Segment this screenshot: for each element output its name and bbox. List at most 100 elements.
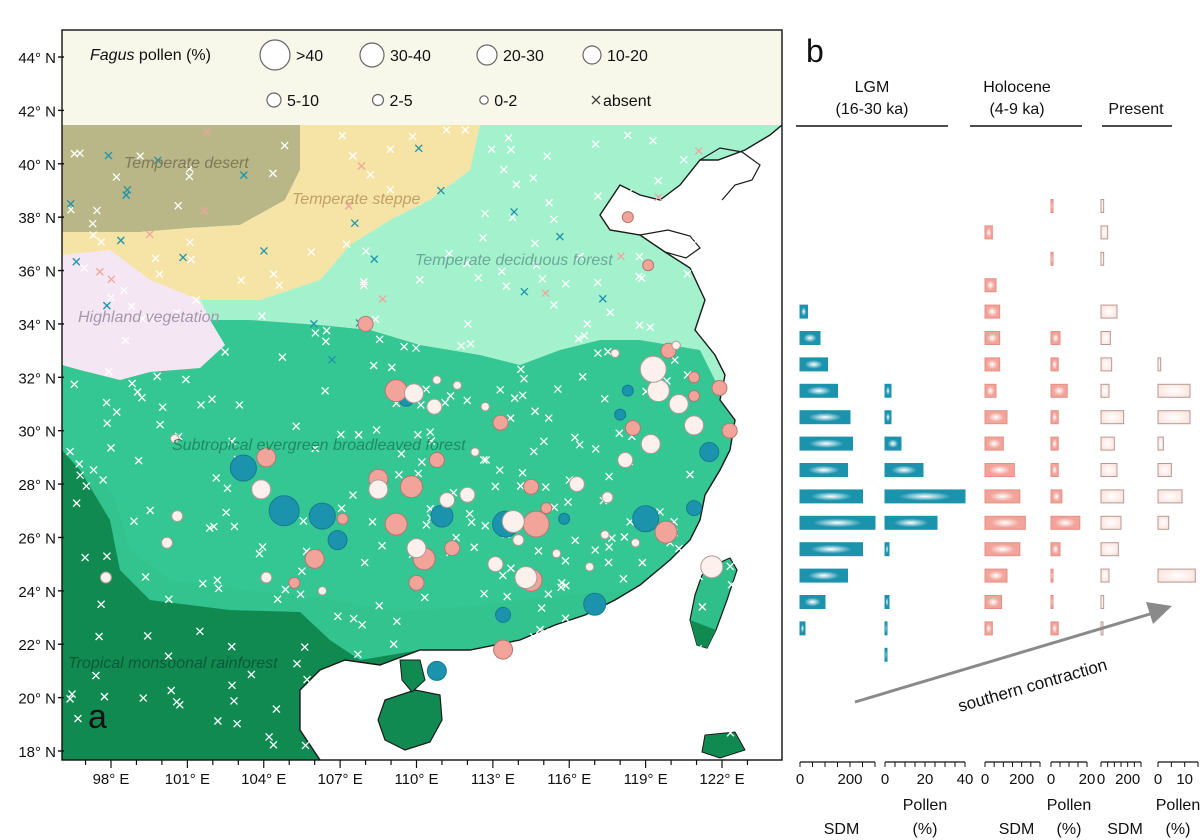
absent-cross (496, 385, 505, 394)
pollen-site-cream (610, 348, 620, 358)
absent-cross (230, 696, 238, 705)
bar-Holocene-SDM (984, 515, 1026, 530)
bar-Present-SDM (1100, 383, 1110, 398)
absent-cross (683, 269, 692, 278)
absent-cross (417, 458, 426, 466)
absent-cross (369, 361, 378, 370)
absent-cross (327, 355, 336, 364)
pollen-site-salmon (304, 548, 325, 569)
absent-cross (95, 267, 104, 276)
zone-temperate-desert (62, 125, 300, 232)
bar-Present-SDM (1100, 410, 1125, 425)
absent-cross (300, 643, 309, 652)
bar-Holocene-SDM (984, 595, 1002, 609)
pollen-site-cream (601, 491, 614, 504)
absent-cross (649, 136, 657, 145)
sea (300, 125, 782, 760)
lon-tick-label: 113° E (471, 771, 515, 788)
absent-cross (445, 249, 454, 258)
absent-cross (446, 391, 455, 400)
legend-absent-cross (591, 95, 601, 105)
absent-cross (139, 694, 148, 703)
absent-cross (174, 201, 183, 210)
pollen-sites (99, 211, 738, 681)
bar-panels (799, 199, 1196, 662)
absent-cross (426, 428, 435, 437)
pollen-site-cream (161, 536, 174, 549)
absent-cross (529, 447, 538, 456)
panel-label-b: b (806, 33, 824, 69)
absent-cross (202, 128, 211, 137)
absent-cross (491, 482, 500, 491)
bar-Present-SDM (1100, 251, 1105, 266)
map-legend: Fagus pollen (%) >40 30-40 20-30 10-20 5-10 2… (90, 39, 652, 110)
pollen-site-salmon (384, 379, 408, 403)
bar-LGM-SDM (799, 568, 848, 583)
absent-cross (121, 336, 130, 345)
pollen-site-salmon (711, 379, 728, 396)
pollen-site-salmon (384, 512, 408, 536)
absent-cross (467, 518, 476, 527)
bar-axis-0: 0 200 SDM (796, 761, 876, 838)
legend-circle (259, 39, 291, 71)
bar-Present-SDM (1100, 568, 1110, 583)
absent-cross (537, 604, 546, 613)
absent-cross (156, 420, 165, 429)
absent-cross (368, 517, 377, 526)
lat-tick-label: 36° N (18, 264, 56, 281)
absent-cross (755, 740, 764, 749)
absent-cross (303, 675, 312, 684)
bar-LGM-SDM (799, 489, 863, 504)
absent-cross (257, 312, 266, 321)
absent-cross (415, 275, 424, 284)
absent-cross (654, 176, 663, 185)
pollen-site-cream (584, 562, 595, 572)
absent-cross (706, 692, 715, 701)
pollen-site-teal (632, 505, 660, 533)
lat-tick-label: 26° N (18, 530, 56, 547)
arrow-shaft (854, 612, 1151, 704)
absent-cross (179, 253, 188, 262)
legend-circle (359, 42, 385, 68)
absent-cross (615, 429, 624, 438)
absent-cross (462, 259, 471, 268)
bar-Holocene-pollen (1050, 595, 1054, 609)
absent-cross (116, 236, 125, 245)
bar-Present-pollen (1157, 436, 1164, 451)
absent-cross (416, 400, 425, 409)
absent-cross (348, 151, 357, 160)
pollen-site-cream (671, 340, 681, 350)
absent-cross (102, 552, 111, 561)
absent-cross (747, 582, 756, 591)
absent-cross (503, 592, 512, 601)
absent-cross (739, 620, 748, 629)
absent-cross (375, 335, 384, 344)
absent-cross (516, 365, 525, 374)
absent-cross (670, 356, 679, 365)
zone-labels: Temperate desert Temperate steppe Temper… (68, 155, 613, 672)
taiwan-south (690, 620, 716, 648)
absent-cross (378, 294, 387, 303)
bar-panel-0 (799, 304, 876, 636)
absent-cross (296, 590, 305, 599)
bar-Present-pollen (1157, 410, 1191, 425)
lon-tick-label: 98° E (93, 771, 130, 788)
zone-label-deciduous: Temperate deciduous forest (415, 252, 613, 269)
absent-cross (297, 567, 306, 576)
absent-cross (209, 522, 218, 531)
absent-cross (591, 546, 600, 555)
absent-cross (70, 380, 79, 389)
bar-axis-4: 0 200 SDM (1097, 761, 1143, 838)
axis-tick-label: 200 (1115, 771, 1140, 788)
absent-cross (200, 206, 209, 215)
period-subtitle: (16-30 ka) (836, 101, 909, 118)
bar-panel-4 (1100, 199, 1125, 636)
absent-cross (133, 388, 142, 396)
absent-cross (549, 300, 558, 309)
pollen-site-cream (169, 434, 180, 444)
absent-cross (342, 240, 351, 249)
bar-Present-SDM (1100, 542, 1119, 557)
absent-cross (520, 287, 529, 296)
absent-cross (72, 257, 81, 266)
period-title: Holocene (983, 79, 1051, 96)
